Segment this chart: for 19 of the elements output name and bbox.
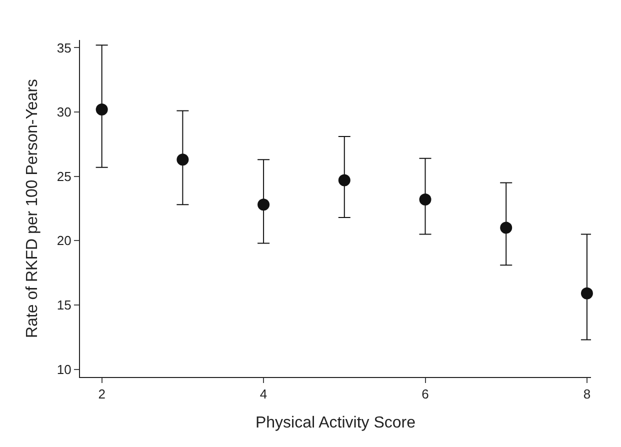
point xyxy=(419,194,432,206)
y-tick-label: 35 xyxy=(56,40,72,56)
point xyxy=(258,198,270,211)
y-tick-label: 20 xyxy=(56,233,72,248)
point xyxy=(338,174,350,186)
y-tick-label: 10 xyxy=(56,362,72,377)
x-tick-label: 6 xyxy=(422,386,429,402)
point xyxy=(500,222,512,234)
x-tick-label: 4 xyxy=(260,386,268,402)
point xyxy=(580,287,593,300)
y-tick-label: 30 xyxy=(56,104,72,120)
point xyxy=(96,103,108,116)
y-tick-label: 15 xyxy=(56,298,72,313)
y-axis-title: Rate of RKFD per 100 Person-Years xyxy=(24,78,41,338)
x-axis-title: Physical Activity Score xyxy=(255,414,416,432)
point xyxy=(176,154,189,166)
y-tick-label: 25 xyxy=(56,168,72,184)
x-tick-label: 2 xyxy=(98,386,106,402)
x-tick-label: 8 xyxy=(583,386,591,402)
